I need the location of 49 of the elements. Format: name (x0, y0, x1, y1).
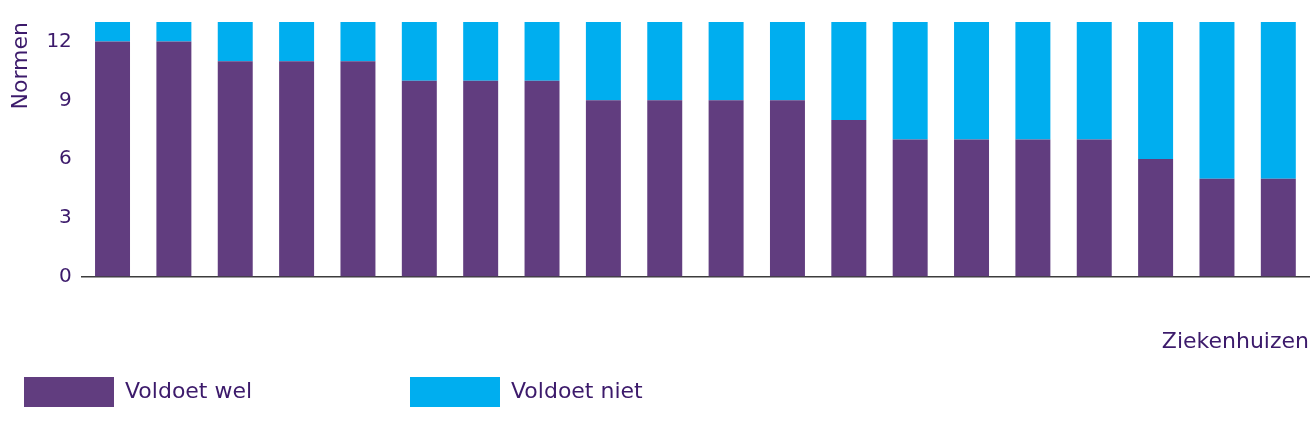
bar (156, 41, 192, 277)
bar (340, 22, 376, 62)
bar (708, 22, 744, 101)
bar (1015, 22, 1051, 140)
y-tick-label: 12 (46, 27, 72, 52)
bar (769, 22, 805, 101)
bar (647, 22, 683, 101)
bar (831, 22, 867, 120)
y-tick-label: 6 (59, 145, 72, 170)
bar (769, 100, 805, 277)
bar (524, 80, 560, 277)
bar (279, 61, 315, 277)
bar (279, 22, 315, 62)
y-axis-title: Normen (6, 22, 32, 110)
bar (1199, 22, 1235, 179)
bar (954, 139, 990, 277)
bar (1138, 22, 1174, 160)
bar (95, 22, 131, 42)
bar (463, 22, 499, 81)
bar (95, 41, 131, 277)
bar (585, 100, 621, 277)
y-tick-label: 0 (59, 262, 72, 287)
bar (401, 22, 437, 81)
bar (831, 119, 867, 277)
bar (892, 22, 928, 140)
bar (647, 100, 683, 277)
bar (217, 61, 253, 277)
bar (463, 80, 499, 277)
bar (1260, 178, 1296, 277)
bar (156, 22, 192, 42)
bar (585, 22, 621, 101)
y-tick-label: 3 (59, 204, 72, 229)
bar (1015, 139, 1051, 277)
bar (1076, 22, 1112, 140)
bar (340, 61, 376, 277)
x-axis-title: Ziekenhuizen (1161, 327, 1309, 353)
bar (401, 80, 437, 277)
bar (524, 22, 560, 81)
legend-label: Voldoet wel (125, 377, 392, 403)
bar (954, 22, 990, 140)
legend-label: Voldoet niet (511, 377, 783, 403)
y-tick-label: 9 (59, 86, 72, 111)
bar (217, 22, 253, 62)
bar (1260, 22, 1296, 179)
bar (1138, 159, 1174, 277)
bar (892, 139, 928, 277)
bar (1076, 139, 1112, 277)
bar (708, 100, 744, 277)
bar (1199, 178, 1235, 277)
